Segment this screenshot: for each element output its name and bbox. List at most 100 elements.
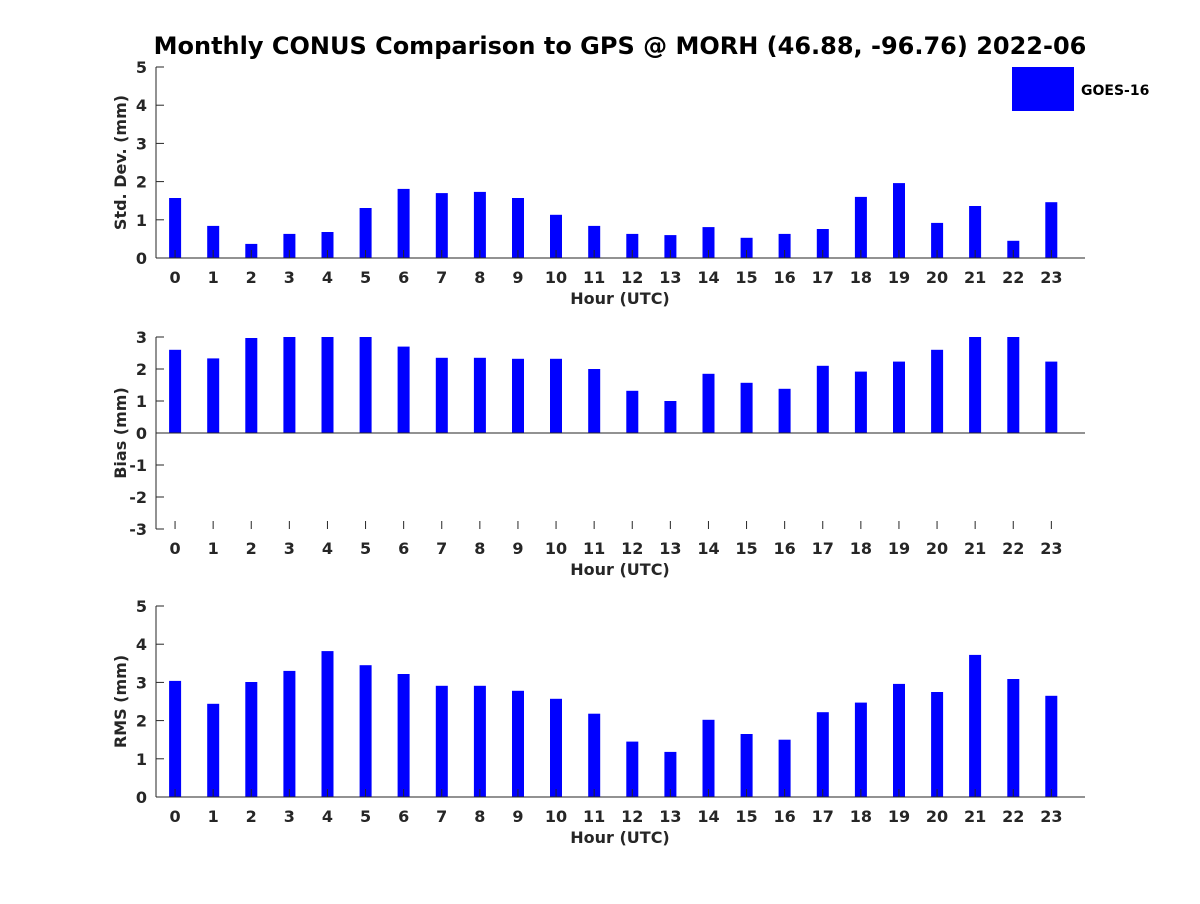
x-tick-label: 11 [583,539,605,558]
x-tick-label: 12 [621,268,643,287]
bar [397,188,410,258]
x-tick-label: 16 [774,807,796,826]
bar [588,225,601,258]
x-tick-label: 3 [284,539,295,558]
x-tick-label: 12 [621,539,643,558]
legend-swatch [1012,67,1074,111]
x-tick-label: 3 [284,807,295,826]
x-tick-label: 13 [659,268,681,287]
x-tick-label: 1 [208,539,219,558]
x-tick-label: 14 [697,539,719,558]
x-tick-label: 12 [621,807,643,826]
bar [664,401,677,433]
x-tick-label: 16 [774,268,796,287]
bar [473,685,486,797]
bar [397,346,410,433]
bar [435,357,448,433]
x-tick-label: 1 [208,807,219,826]
y-tick-label: -2 [129,488,147,507]
bar [1045,361,1058,433]
x-tick-label: 4 [322,268,333,287]
bar [435,193,448,258]
bar [321,337,334,433]
x-tick-label: 7 [436,539,447,558]
bar [1007,240,1020,258]
x-tick-label: 4 [322,539,333,558]
x-tick-label: 21 [964,807,986,826]
bar [169,198,182,258]
x-tick-label: 23 [1040,268,1062,287]
x-tick-label: 0 [169,539,180,558]
y-tick-label: 1 [136,211,147,230]
x-tick-label: 15 [735,807,757,826]
y-axis-title: Bias (mm) [111,387,130,479]
bar [626,390,639,433]
bar [893,683,905,797]
bar [626,741,639,797]
x-tick-label: 15 [735,268,757,287]
x-tick-label: 8 [474,539,485,558]
x-tick-label: 14 [697,268,719,287]
x-tick-label: 0 [169,268,180,287]
bar [245,338,258,433]
x-tick-label: 15 [735,539,757,558]
x-tick-label: 20 [926,268,948,287]
x-tick-label: 9 [512,268,523,287]
y-tick-label: 5 [136,597,147,616]
x-tick-label: 20 [926,807,948,826]
bar [1007,679,1020,797]
y-tick-label: 4 [136,96,147,115]
x-tick-label: 5 [360,807,371,826]
bar [816,365,829,433]
y-tick-label: -1 [129,456,147,475]
x-tick-label: 19 [888,807,910,826]
legend: GOES-16 [1012,67,1149,111]
bar [740,382,753,433]
bar [702,719,715,797]
bar [283,670,296,797]
bar [854,702,867,797]
bar [740,237,753,258]
bar [702,373,715,433]
x-tick-label: 6 [398,807,409,826]
x-tick-label: 9 [512,539,523,558]
x-axis-title: Hour (UTC) [570,828,670,847]
x-tick-label: 22 [1002,539,1024,558]
y-tick-label: 4 [136,635,147,654]
bar [969,206,982,258]
x-tick-label: 2 [246,268,257,287]
bar [473,357,486,433]
bar [702,227,715,258]
x-tick-label: 7 [436,268,447,287]
x-tick-label: 20 [926,539,948,558]
y-tick-label: 5 [136,58,147,77]
bar [778,388,791,433]
bar [931,692,944,797]
x-tick-label: 16 [774,539,796,558]
y-axis-title: Std. Dev. (mm) [111,95,130,230]
y-axis-title: RMS (mm) [111,655,130,748]
bar [1045,695,1058,797]
bar [359,208,372,258]
x-tick-label: 6 [398,539,409,558]
x-tick-label: 23 [1040,539,1062,558]
x-tick-label: 11 [583,268,605,287]
bar [1045,202,1058,258]
x-tick-label: 17 [812,539,834,558]
bar [816,712,829,797]
bar [969,337,982,433]
bar [588,713,601,797]
x-tick-label: 18 [850,539,872,558]
y-tick-label: 1 [136,392,147,411]
bar [207,703,220,797]
bar [207,225,220,258]
bar [969,654,982,797]
x-tick-label: 4 [322,807,333,826]
bar [893,361,905,433]
bar [321,232,334,258]
x-tick-label: 8 [474,807,485,826]
bar [893,183,905,258]
